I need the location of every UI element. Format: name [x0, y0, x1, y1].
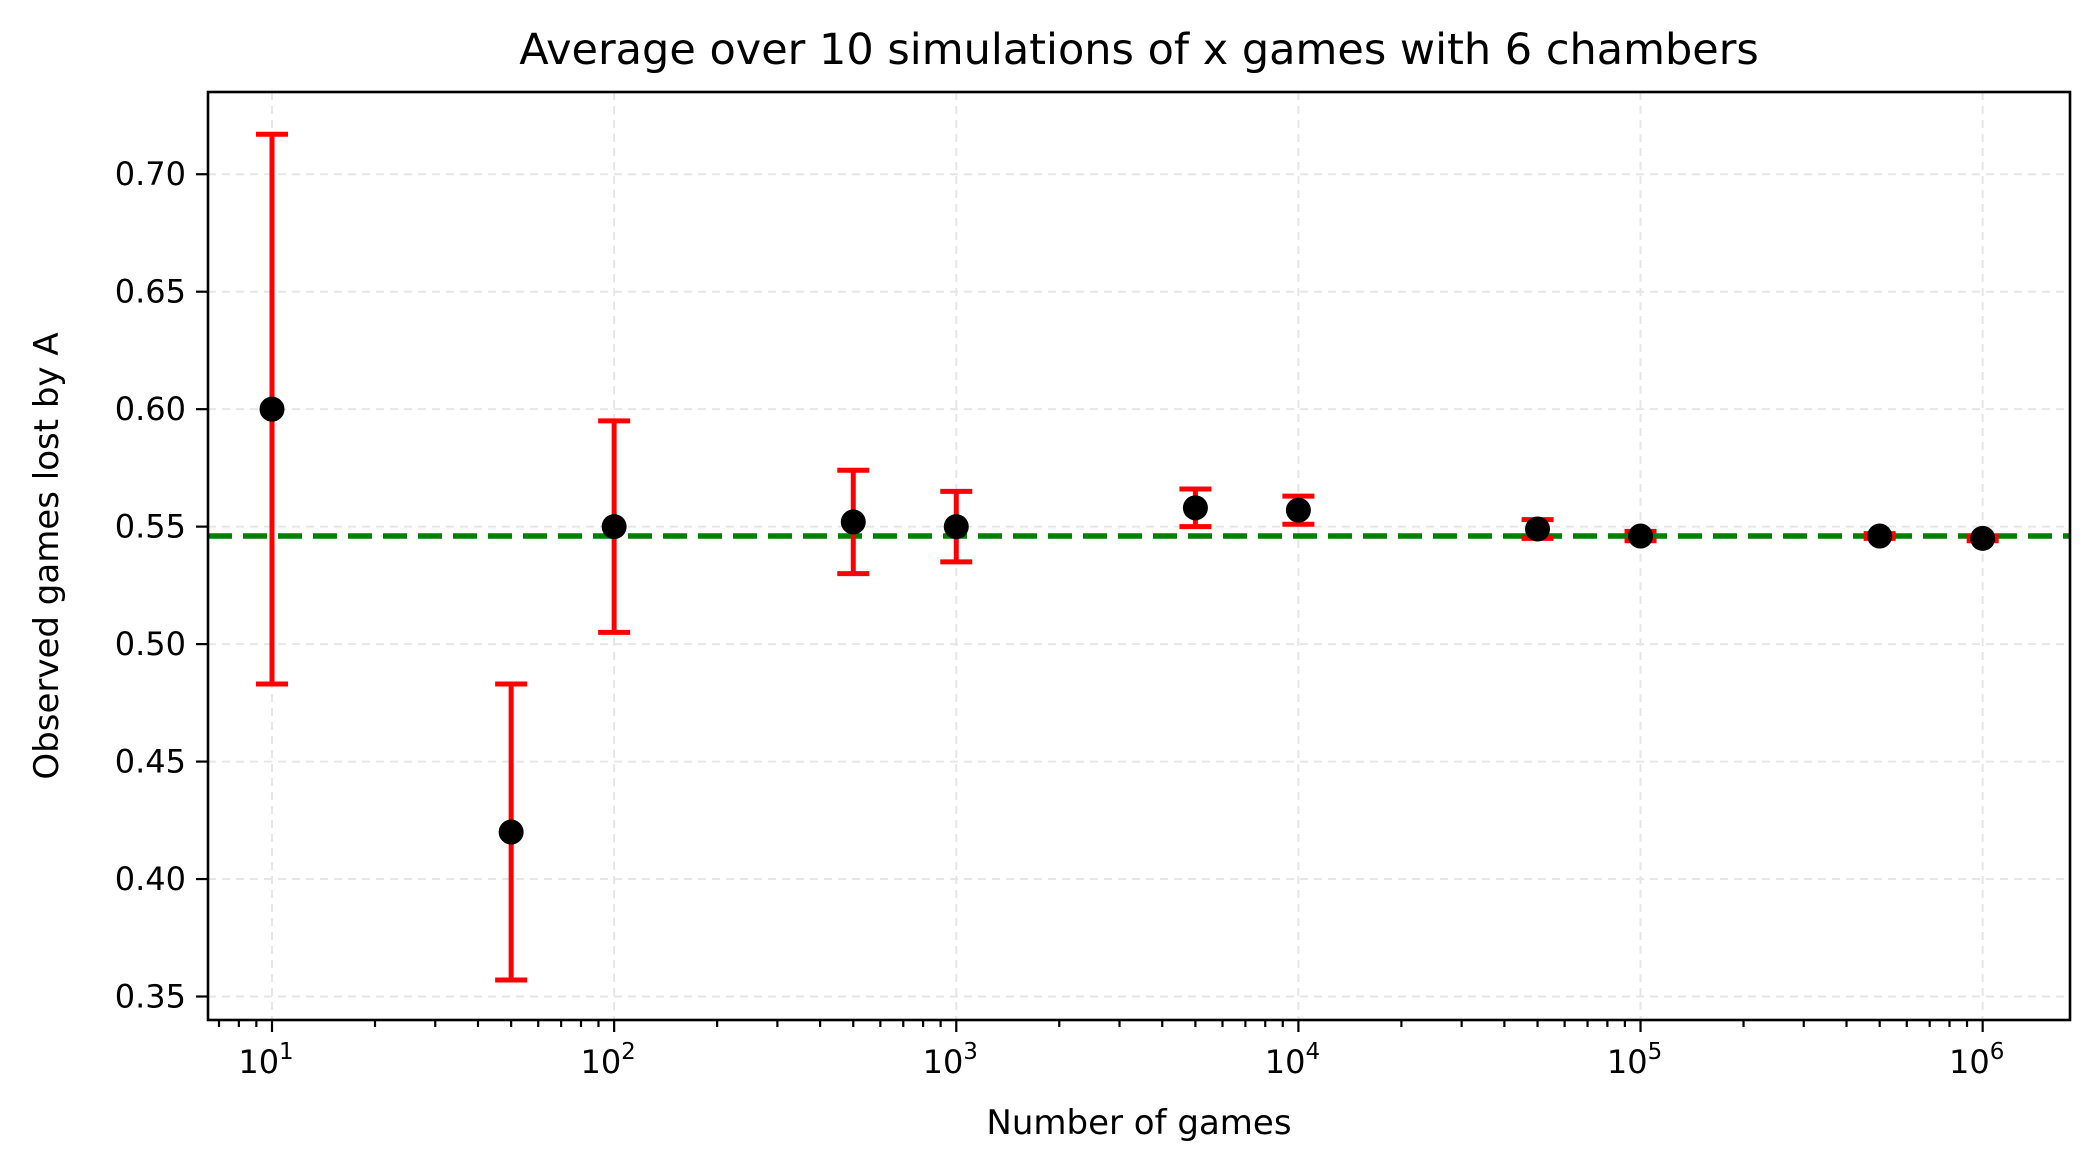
y-tick-label: 0.60: [115, 390, 186, 428]
y-axis-label: Observed games lost by A: [27, 332, 67, 779]
data-point: [498, 819, 524, 845]
x-tick-base: 10: [923, 1043, 964, 1081]
errorbars: [256, 131, 1999, 983]
grid: [208, 92, 2070, 1020]
x-axis: 101 102 103 104 105 106: [217, 1020, 2004, 1081]
data-point: [1970, 525, 1996, 551]
x-tick-base: 10: [1265, 1043, 1306, 1081]
x-tick-exponent: 3: [963, 1039, 978, 1065]
y-tick-label: 0.65: [115, 273, 186, 311]
y-tick-label: 0.40: [115, 860, 186, 898]
x-tick-label: 102: [580, 1039, 635, 1081]
data-point: [1867, 523, 1893, 549]
x-tick-label: 101: [238, 1039, 293, 1081]
x-tick-exponent: 5: [1648, 1039, 1663, 1065]
x-tick-exponent: 4: [1305, 1039, 1320, 1065]
data-point: [1628, 523, 1654, 549]
data-point: [601, 514, 627, 540]
chart-title: Average over 10 simulations of x games w…: [519, 25, 1759, 75]
y-tick-label: 0.50: [115, 625, 186, 663]
plot-frame: [206, 90, 2072, 1022]
data-point: [1525, 516, 1551, 542]
data-point: [259, 396, 285, 422]
x-tick-exponent: 2: [621, 1039, 636, 1065]
x-tick-base: 10: [1949, 1043, 1990, 1081]
data-point: [943, 514, 969, 540]
x-tick-label: 103: [923, 1039, 978, 1081]
x-tick-exponent: 1: [279, 1039, 294, 1065]
x-tick-base: 10: [580, 1043, 621, 1081]
x-tick-exponent: 6: [1990, 1039, 2005, 1065]
data-points: [259, 396, 1996, 845]
data-point: [840, 509, 866, 535]
x-axis-label: Number of games: [986, 1103, 1291, 1143]
x-tick-label: 104: [1265, 1039, 1320, 1081]
y-tick-label: 0.55: [115, 508, 186, 546]
y-tick-label: 0.70: [115, 155, 186, 193]
y-tick-label: 0.35: [115, 978, 186, 1016]
x-tick-base: 10: [1607, 1043, 1648, 1081]
y-axis: 0.35 0.40 0.45 0.50 0.55 0.60 0.65 0.70: [115, 155, 208, 1016]
y-tick-label: 0.45: [115, 743, 186, 781]
data-point: [1182, 495, 1208, 521]
x-tick-base: 10: [238, 1043, 279, 1081]
data-point: [1285, 497, 1311, 523]
x-tick-label: 105: [1607, 1039, 1662, 1081]
x-tick-label: 106: [1949, 1039, 2004, 1081]
